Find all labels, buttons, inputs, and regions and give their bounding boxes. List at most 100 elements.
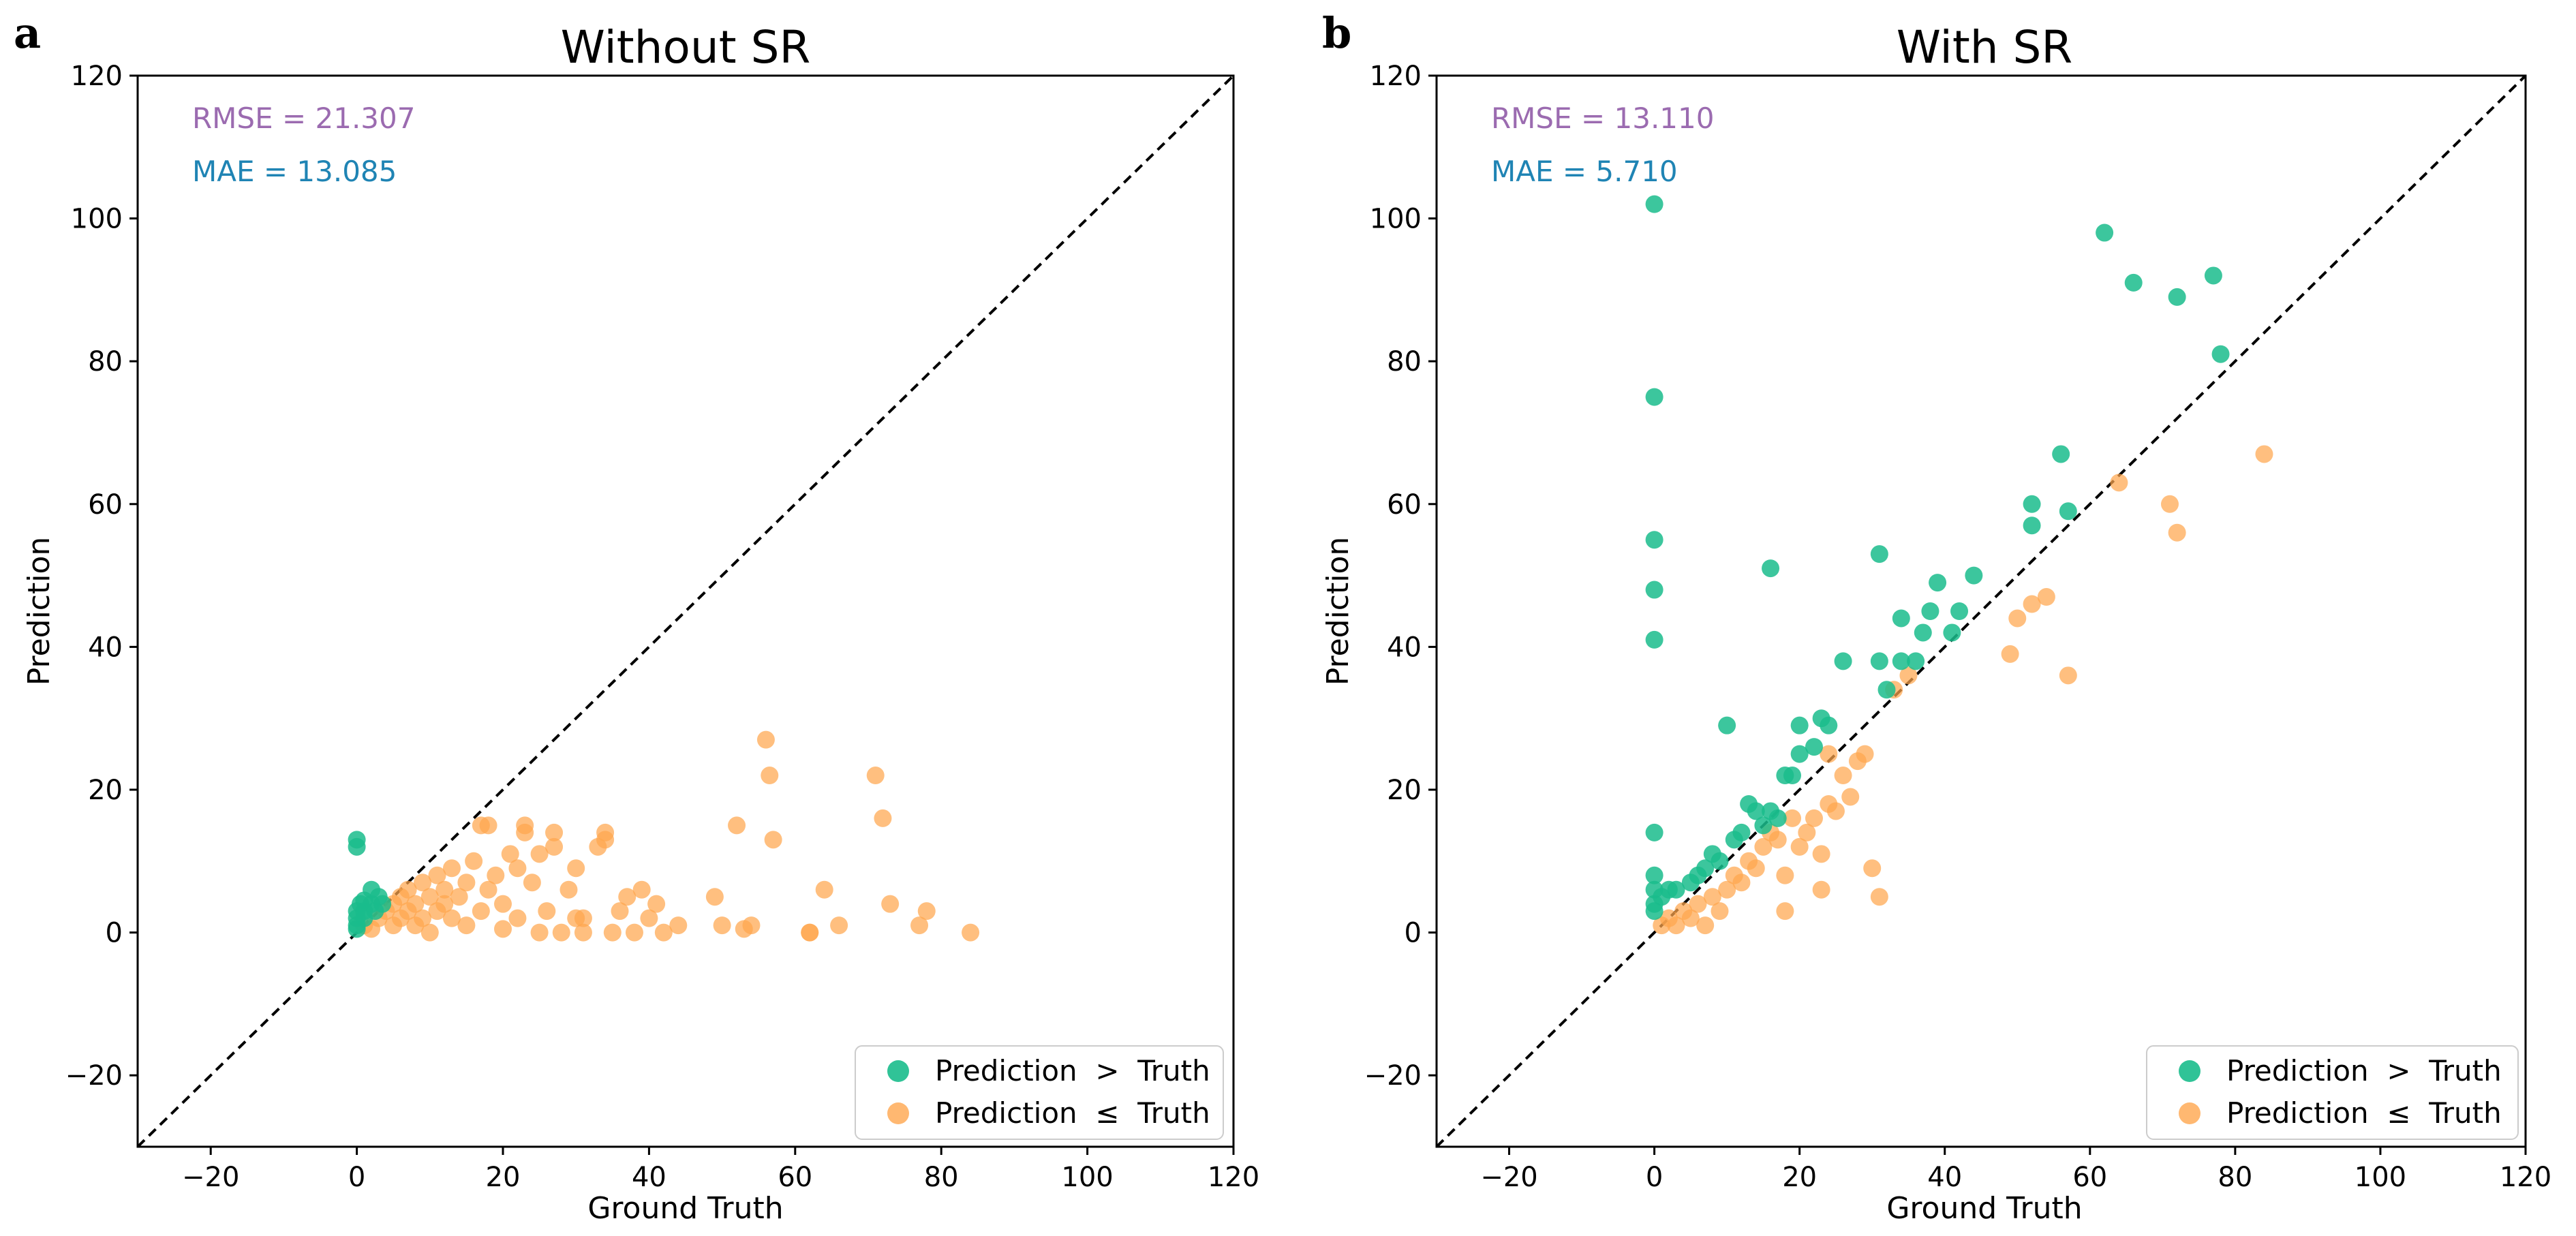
point-under [479, 880, 497, 899]
point-over [348, 837, 366, 856]
y-tick-label: 100 [1370, 204, 1422, 235]
point-under [1863, 859, 1882, 878]
panel-b-plot-frame [1435, 74, 2527, 1148]
point-under [414, 909, 432, 927]
x-tick-label: 20 [1782, 1162, 1817, 1193]
point-over [1892, 652, 1910, 670]
point-under [1841, 788, 1860, 806]
point-over [1877, 681, 1896, 699]
point-over [2096, 223, 2114, 242]
point-under [2008, 609, 2027, 628]
point-under [654, 923, 673, 942]
point-under [545, 837, 564, 856]
x-tick-label: 0 [1646, 1162, 1663, 1193]
panel-b-legend-over-marker [2179, 1060, 2201, 1082]
panel-b-axis-ticks: −20 0 20 40 60 80 100 120 −20 0 20 40 60 80 100 120 [1364, 61, 2552, 1193]
point-over [2168, 288, 2186, 306]
point-over [1711, 852, 1729, 870]
point-under [1754, 837, 1773, 856]
point-under [761, 767, 779, 785]
x-tick-label: 0 [348, 1162, 365, 1193]
point-under [1812, 880, 1830, 899]
y-tick-label: −20 [1364, 1060, 1422, 1092]
point-under [1768, 831, 1787, 849]
point-over [1645, 902, 1663, 921]
point-under [2110, 474, 2128, 492]
point-over [2052, 445, 2070, 463]
point-over [1732, 823, 1751, 841]
point-under [1696, 916, 1715, 935]
point-under [457, 874, 476, 892]
panel-b-mae: MAE = 5.710 [1491, 155, 1678, 188]
point-over [1645, 195, 1663, 213]
point-under [618, 888, 637, 906]
point-under [530, 923, 549, 942]
point-over [1747, 802, 1765, 820]
y-tick-label: 20 [1387, 775, 1422, 806]
point-under [435, 880, 454, 899]
point-under [1798, 823, 1816, 841]
point-over [1645, 388, 1663, 406]
point-under [874, 809, 892, 827]
point-over [1943, 623, 1961, 642]
panel-b-legend: Prediction > Truth Prediction ≤ Truth [2146, 1045, 2519, 1140]
point-under [1718, 880, 1736, 899]
point-over [1667, 880, 1685, 899]
point-under [487, 866, 505, 884]
panel-b-identity-line [1435, 74, 2527, 1148]
y-tick-label: 80 [88, 346, 123, 377]
point-under [603, 923, 622, 942]
point-under [1689, 895, 1707, 913]
point-under [406, 895, 425, 913]
panel-a-xlabel: Ground Truth [587, 1191, 783, 1226]
point-under [442, 909, 461, 927]
x-tick-label: 60 [2072, 1162, 2107, 1193]
point-over [1820, 716, 1838, 735]
point-under [530, 845, 549, 863]
point-over [1762, 559, 1780, 578]
x-tick-label: 40 [1927, 1162, 1962, 1193]
point-under [450, 888, 468, 906]
y-tick-label: 40 [88, 632, 123, 663]
y-tick-label: 60 [1387, 489, 1422, 521]
point-over [1645, 630, 1663, 649]
identity-line [1435, 74, 2527, 1148]
point-under [713, 916, 731, 935]
point-under [815, 880, 833, 899]
point-under [1899, 666, 1918, 685]
point-over [2124, 273, 2143, 292]
panel-b-legend-under-marker [2179, 1102, 2201, 1124]
panel-b-legend-box [2146, 1045, 2519, 1140]
panel-a-mae: MAE = 13.085 [192, 155, 397, 188]
point-under [1681, 909, 1700, 927]
point-over [1645, 531, 1663, 549]
point-under [465, 852, 483, 870]
point-over [2204, 266, 2222, 285]
x-tick-label: 80 [2218, 1162, 2252, 1193]
point-under [399, 880, 417, 899]
panel-b-ylabel: Prediction [1321, 537, 1355, 686]
point-over [1696, 859, 1715, 878]
point-under [910, 916, 929, 935]
point-under [764, 831, 782, 849]
point-over [1950, 602, 1969, 620]
panel-a: a Without SR −20 0 20 40 60 80 100 120 −20 0 20 40 6… [14, 8, 1259, 1226]
point-under [1776, 902, 1794, 921]
point-under [574, 923, 592, 942]
point-under [742, 916, 761, 935]
point-under [1870, 888, 1888, 906]
point-over [1929, 574, 1947, 592]
panel-a-points [348, 730, 980, 942]
point-under [508, 909, 527, 927]
y-tick-label: 0 [106, 918, 123, 949]
point-over [1645, 866, 1663, 884]
y-tick-label: 0 [1405, 918, 1422, 949]
panel-a-identity-line [136, 74, 1235, 1148]
x-tick-label: 100 [1061, 1162, 1113, 1193]
point-under [596, 831, 615, 849]
point-under [494, 920, 512, 938]
point-under [2023, 595, 2041, 613]
point-over [1783, 767, 1802, 785]
point-under [501, 845, 519, 863]
